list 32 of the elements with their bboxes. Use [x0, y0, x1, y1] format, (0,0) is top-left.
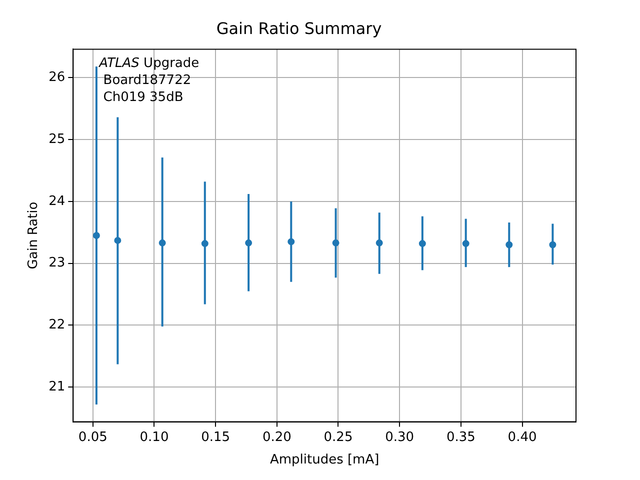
y-tick-label: 21 [48, 380, 66, 395]
x-tick-label: 0.25 [324, 430, 353, 445]
chart-title: Gain Ratio Summary [216, 18, 382, 38]
y-tick-label: 23 [48, 256, 66, 271]
annotation: ATLAS Upgrade [98, 56, 200, 72]
y-tick-label: 25 [48, 132, 66, 147]
x-tick-label: 0.05 [78, 430, 108, 445]
point [462, 240, 470, 248]
x-tick-label: 0.15 [201, 430, 230, 445]
point [418, 240, 426, 248]
y-tick-label: 22 [48, 318, 66, 333]
x-tick-label: 0.35 [446, 430, 476, 445]
point [549, 241, 556, 248]
point [201, 240, 208, 248]
x-tick-label: 0.40 [508, 430, 537, 445]
point [92, 232, 100, 239]
annotation: Board187722 [99, 73, 192, 88]
annotation: Ch019 35dB [99, 90, 184, 106]
y-tick-label: 26 [48, 70, 66, 86]
point [506, 241, 513, 248]
point [245, 239, 252, 246]
point [376, 239, 383, 246]
point [288, 238, 295, 246]
y-axis-title: Gain Ratio [26, 202, 42, 270]
point [114, 236, 122, 244]
point [158, 239, 166, 246]
x-tick-label: 0.20 [262, 430, 292, 445]
x-tick-label: 0.10 [140, 430, 169, 445]
point [332, 239, 340, 246]
x-tick-label: 0.30 [385, 430, 414, 445]
x-axis-title: Amplitudes [mA] [270, 452, 380, 468]
y-tick-label: 24 [48, 194, 66, 209]
